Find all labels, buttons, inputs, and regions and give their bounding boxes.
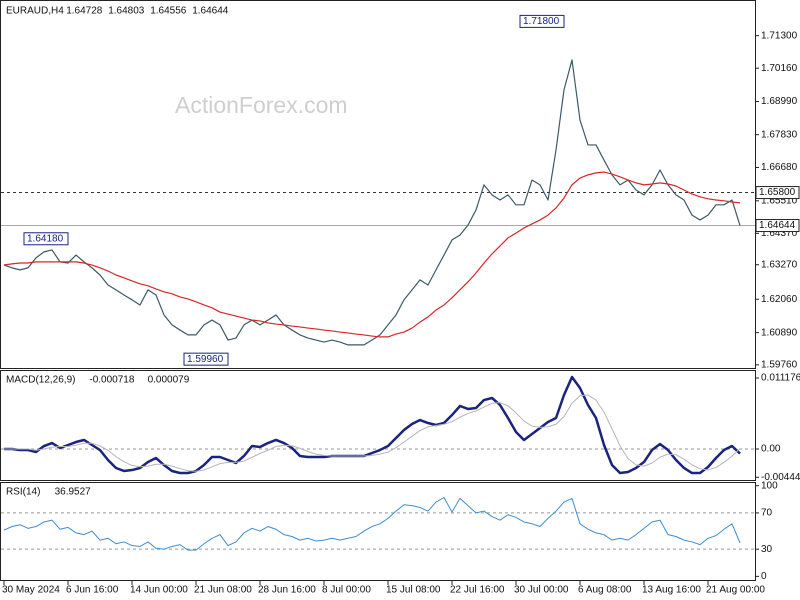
y-tick-label: -0.004449: [761, 472, 800, 483]
y-tick-label: 1.63270: [761, 259, 798, 270]
annotation: 1.59960: [187, 354, 224, 365]
y-tick-label: 1.66680: [761, 162, 798, 173]
x-tick-label: 30 May 2024: [2, 585, 60, 596]
level-label: 1.64644: [759, 220, 796, 231]
y-tick-label: 70: [761, 508, 773, 519]
y-tick-label: 1.70160: [761, 63, 798, 74]
x-tick-label: 30 Jul 00:00: [514, 585, 569, 596]
y-tick-label: 1.68990: [761, 96, 798, 107]
series-line: [3, 171, 741, 338]
y-tick-label: 1.65510: [761, 195, 798, 206]
level-label: 1.65800: [759, 187, 796, 198]
macd-panel: [0, 370, 756, 481]
header-value: -0.000718: [89, 375, 134, 386]
series-line: [4, 394, 741, 472]
annotation-box: [23, 232, 69, 246]
x-tick-label: 22 Jul 16:00: [450, 585, 505, 596]
y-tick-label: 1.67830: [761, 129, 798, 140]
series-line: [4, 375, 741, 475]
watermark: ActionForex.com: [175, 92, 348, 118]
y-tick-label: 0.011176: [761, 373, 800, 384]
x-tick-label: 14 Jun 00:00: [130, 585, 188, 596]
level-label-box: [755, 186, 800, 200]
header-value: 1.64644: [192, 6, 229, 17]
level-label-box: [755, 219, 800, 233]
header-value: 36.9527: [55, 487, 92, 498]
price-panel: [0, 0, 756, 369]
x-tick-label: 28 Jun 16:00: [258, 585, 316, 596]
x-tick-label: 13 Aug 16:00: [642, 585, 701, 596]
y-tick-label: 30: [761, 544, 773, 555]
header-value: 0.000079: [148, 375, 190, 386]
header-value: 1.64803: [108, 6, 145, 17]
rsi-panel: [0, 482, 756, 581]
x-tick-label: 6 Aug 08:00: [578, 585, 632, 596]
y-tick-label: 100: [761, 480, 778, 491]
x-tick-label: 8 Jul 00:00: [322, 585, 371, 596]
x-tick-label: 21 Jun 08:00: [194, 585, 252, 596]
annotation-box: [183, 352, 229, 366]
annotation: 1.64180: [27, 233, 64, 244]
y-tick-label: 1.59760: [761, 360, 798, 371]
series-line: [3, 59, 741, 346]
y-tick-label: 0.00: [761, 444, 781, 455]
y-tick-label: 0: [761, 571, 767, 582]
x-tick-label: 6 Jun 16:00: [66, 585, 119, 596]
y-tick-label: 1.71300: [761, 30, 798, 41]
series-line: [3, 497, 741, 551]
y-tick-label: 1.64370: [761, 228, 798, 239]
panel-title: RSI(14): [6, 487, 40, 498]
x-tick-label: 21 Aug 00:00: [706, 585, 765, 596]
header-value: 1.64728: [66, 6, 103, 17]
annotation-box: [519, 14, 565, 28]
panel-title: EURAUD,H4: [6, 6, 64, 17]
panel-title: MACD(12,26,9): [6, 375, 75, 386]
header-value: 1.64556: [150, 6, 187, 17]
x-tick-label: 15 Jul 08:00: [386, 585, 441, 596]
annotation: 1.71800: [523, 16, 560, 27]
y-tick-label: 1.62060: [761, 294, 798, 305]
y-tick-label: 1.60890: [761, 327, 798, 338]
